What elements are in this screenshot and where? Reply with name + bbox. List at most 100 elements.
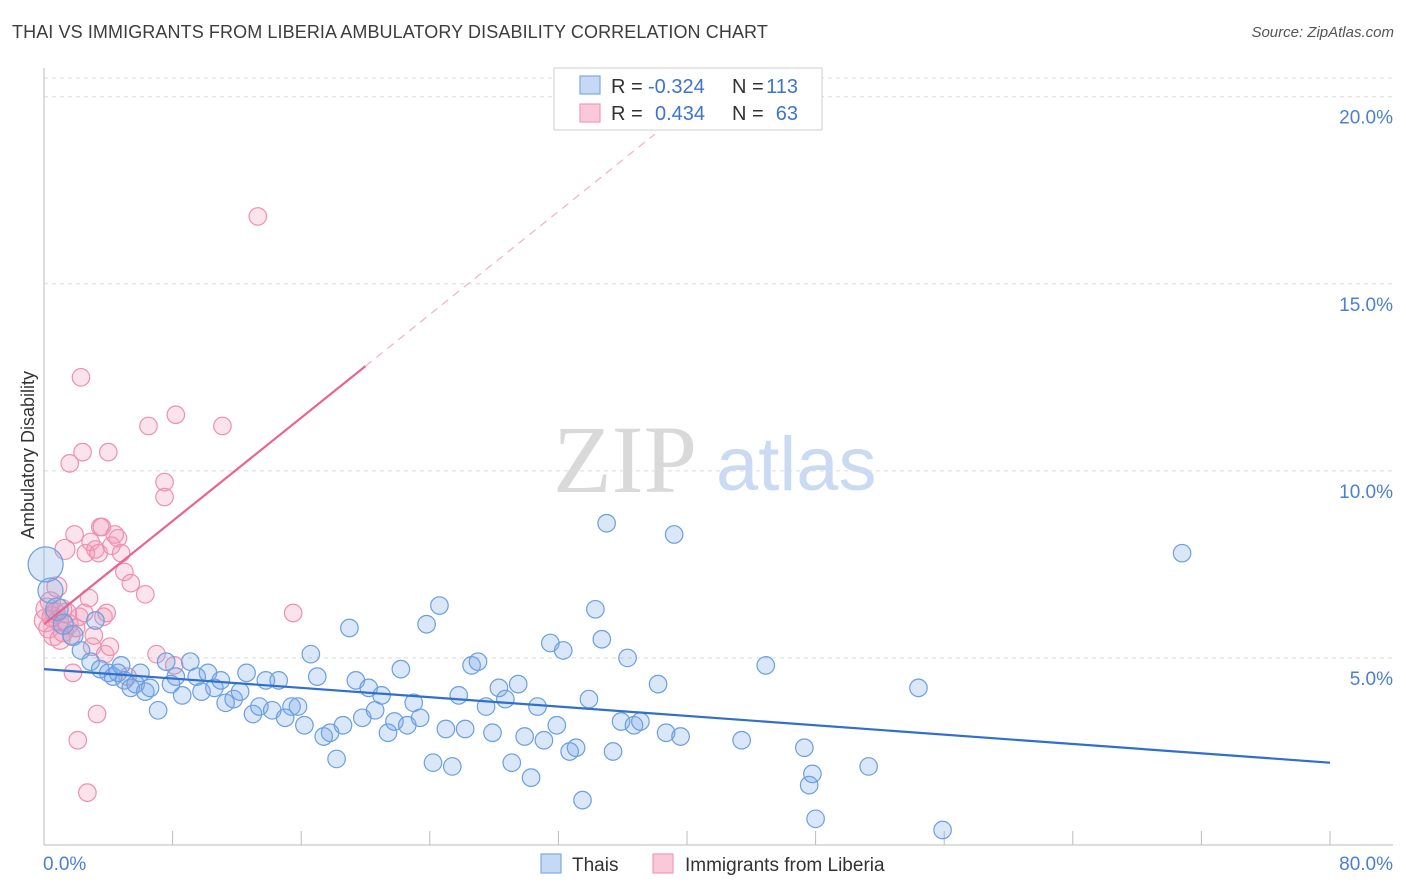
thai-point [508, 674, 528, 694]
legend-n-label-thai: N = [732, 76, 764, 98]
liberia-point [73, 442, 92, 462]
thai-point [799, 775, 819, 795]
thai-point [140, 678, 160, 698]
thai-point [592, 629, 612, 649]
y-tick-label: 10.0% [1339, 482, 1393, 503]
liberia-trend-line [43, 365, 367, 626]
thai-point [502, 753, 522, 773]
thai-point [483, 723, 502, 743]
thai-point [664, 525, 684, 544]
thai-point [37, 577, 64, 604]
trend-lines [43, 133, 1331, 764]
legend-swatch-thai [579, 75, 601, 95]
liberia-point [74, 603, 94, 623]
thai-point [597, 513, 616, 533]
thai-point [430, 596, 449, 615]
watermark-atlas: atlas [716, 422, 877, 507]
gridlines [44, 77, 1393, 659]
thai-point [586, 599, 605, 619]
thai-point [372, 685, 391, 705]
bottom-legend-thai: Thais [572, 855, 618, 876]
thai-point [468, 652, 488, 672]
y-tick-label: 5.0% [1350, 669, 1393, 690]
axes [43, 68, 1393, 846]
thai-point [859, 757, 878, 776]
thai-point [573, 790, 592, 810]
liberia-point [46, 576, 68, 598]
thai-point [333, 715, 353, 735]
legend-r-label-thai: R = [611, 76, 643, 98]
thai-point [417, 614, 436, 634]
thai-point [534, 730, 554, 750]
liberia-point [66, 618, 86, 638]
liberia-point [60, 454, 80, 473]
thai-point [756, 656, 776, 675]
thai-point [794, 738, 814, 758]
y-tick-label: 20.0% [1339, 108, 1393, 129]
thai-point [732, 730, 752, 750]
thai-point [648, 674, 668, 694]
liberia-point [248, 207, 268, 226]
thai-point [172, 685, 192, 705]
liberia-point [166, 405, 186, 425]
thai-point [230, 682, 250, 701]
thai-point [275, 708, 295, 728]
thai-point [496, 689, 515, 709]
liberia-point [84, 626, 104, 645]
liberia-point [283, 603, 303, 623]
liberia-point [63, 663, 83, 683]
thai-point [391, 659, 411, 679]
thai-point [131, 663, 150, 683]
thai-point [442, 757, 462, 776]
liberia-point [115, 562, 134, 582]
liberia-point [100, 637, 120, 657]
liberia-point [65, 525, 84, 544]
thai-point [148, 700, 168, 720]
thai-point [515, 727, 534, 746]
chart-source: Source: ZipAtlas.com [1251, 24, 1394, 41]
thai-point [806, 809, 825, 829]
thai-point [27, 546, 64, 583]
thai-point [224, 689, 244, 709]
thai-point [62, 624, 84, 647]
liberia-point [87, 704, 107, 724]
thai-point [156, 652, 176, 672]
legend-n-label-liberia: N = [732, 103, 764, 125]
thai-point [301, 644, 321, 664]
thai-point [307, 667, 327, 686]
x-tick-min: 0.0% [43, 854, 86, 875]
thai-point [671, 727, 690, 746]
liberia-point [111, 543, 131, 563]
bottom-swatch-liberia [652, 853, 674, 874]
thai-point [566, 738, 586, 758]
liberia-point [71, 367, 91, 387]
chart-title: THAI VS IMMIGRANTS FROM LIBERIA AMBULATO… [12, 22, 768, 42]
thai-point [327, 749, 346, 769]
liberia-point [155, 487, 174, 507]
thai-point [631, 712, 650, 731]
thai-point [269, 671, 289, 690]
correlation-legend: R = -0.324 N = 113 R = 0.434 N = 63 [553, 67, 823, 131]
thai-point [378, 723, 398, 743]
liberia-point [213, 416, 232, 436]
liberia-point [135, 584, 155, 604]
thai-point [410, 708, 430, 728]
y-axis-label: Ambulatory Disability [18, 371, 38, 539]
thai-trend-line [43, 668, 1331, 764]
legend-r-value-thai: -0.324 [648, 76, 705, 98]
thai-point [521, 768, 541, 788]
y-tick-labels: 5.0% 10.0% 15.0% 20.0% [1339, 108, 1393, 690]
liberia-point [108, 528, 128, 548]
watermark-zip: ZIP [553, 406, 697, 513]
liberia-point [97, 603, 117, 623]
thai-point [211, 671, 231, 690]
thai-points [27, 513, 1192, 840]
thai-point [81, 652, 100, 672]
x-tick-max: 80.0% [1339, 854, 1393, 875]
thai-point [656, 723, 676, 743]
liberia-point [121, 573, 141, 593]
liberia-point [76, 543, 96, 563]
thai-point [166, 667, 186, 686]
legend-n-value-thai: 113 [766, 76, 798, 98]
